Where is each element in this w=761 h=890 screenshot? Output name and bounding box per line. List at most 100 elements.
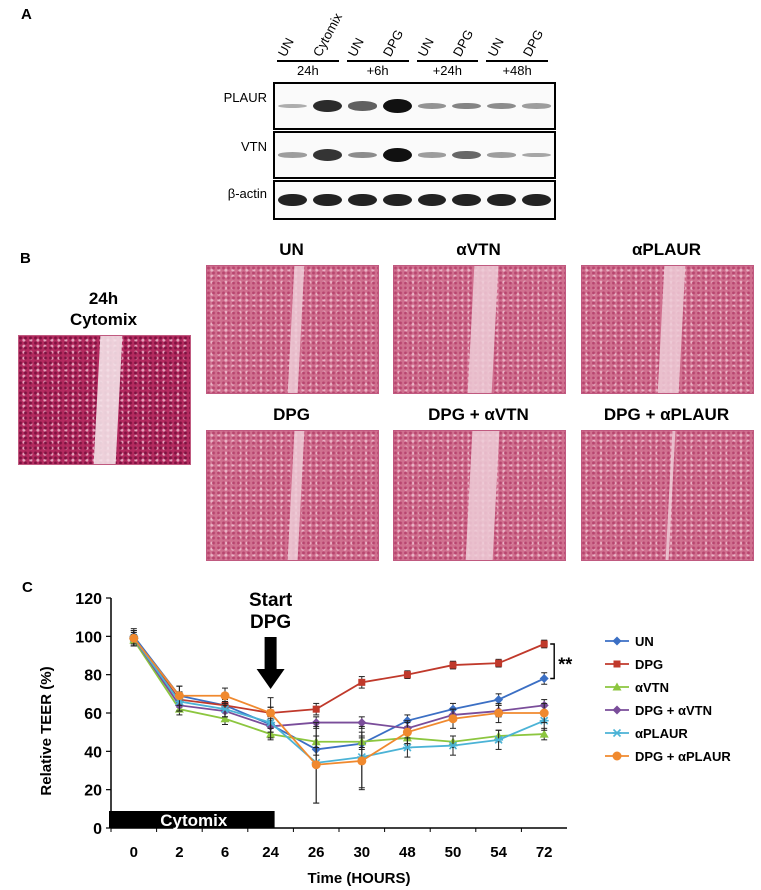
time-group-line [486, 60, 548, 62]
data-point [402, 727, 412, 737]
data-point [129, 633, 139, 643]
scratch-gap [465, 431, 500, 560]
data-point [220, 691, 230, 701]
panel-a-letter: A [21, 6, 32, 23]
lane-label: DPG [449, 27, 477, 59]
time-group-line [346, 60, 409, 62]
blot-band [452, 150, 482, 160]
data-point-stroke [612, 728, 622, 738]
data-point-stroke [220, 705, 230, 714]
x-tick-label: 30 [353, 844, 370, 861]
micrograph [18, 335, 191, 465]
y-tick-label: 60 [84, 706, 102, 723]
legend-entry: UN [605, 634, 654, 649]
legend-label: αVTN [635, 680, 669, 695]
y-tick-label: 100 [75, 629, 102, 646]
legend-label: αPLAUR [635, 726, 688, 741]
data-point [539, 674, 549, 683]
data-point [358, 678, 366, 686]
panel-c-letter: C [22, 579, 33, 596]
start-dpg-label-line1: Start [249, 590, 293, 611]
blot-band [382, 193, 412, 207]
time-group-label: 24h [297, 63, 319, 78]
data-point [311, 760, 321, 770]
series-3 [129, 632, 549, 735]
y-tick-label: 0 [93, 821, 102, 838]
blot-band [452, 102, 482, 110]
series-line [133, 637, 545, 764]
data-point [312, 705, 320, 713]
lane-label: DPG [519, 27, 546, 59]
micrograph-title: αVTN [456, 240, 501, 259]
x-tick-label: 26 [308, 844, 325, 861]
scratch-gap [93, 336, 123, 464]
x-tick-label: 72 [536, 844, 553, 861]
lane-label: UN [414, 35, 437, 59]
blot-band [487, 193, 517, 207]
data-point [449, 661, 457, 669]
scratch-gap [467, 266, 499, 393]
data-point-stroke [448, 741, 458, 750]
lane-label: UN [344, 35, 368, 59]
blot-band [452, 193, 482, 207]
blot-row-label: PLAUR [223, 90, 267, 105]
blot-band [278, 152, 307, 158]
time-group-label: +24h [432, 63, 463, 78]
x-tick-label: 6 [221, 844, 229, 861]
data-point [539, 708, 549, 718]
start-dpg-arrow [256, 637, 285, 689]
blot-band [347, 151, 377, 159]
legend-label: UN [635, 634, 654, 649]
legend-label: DPG + αPLAUR [635, 749, 731, 764]
data-point [612, 682, 622, 691]
blot-band [347, 193, 377, 207]
x-tick-label: 2 [175, 844, 183, 861]
y-axis-title: Relative TEER (%) [38, 666, 55, 795]
data-point [403, 671, 411, 679]
legend-entry: DPG [605, 657, 663, 672]
data-point-stroke [494, 735, 503, 744]
blot-band [312, 99, 342, 113]
scratch-gap [287, 431, 305, 560]
blot-band [417, 193, 447, 207]
data-point [448, 714, 458, 724]
lane-label: DPG [379, 27, 407, 59]
blot-band [278, 103, 307, 109]
legend-entry: DPG + αVTN [605, 703, 712, 718]
series-2 [129, 633, 549, 748]
lane-label: UN [484, 35, 507, 59]
cytomix-bar-label: Cytomix [160, 811, 228, 830]
blot-band [347, 101, 377, 111]
scratch-gap [287, 266, 305, 393]
lane-label: Cytomix [310, 10, 346, 59]
y-tick-label: 120 [75, 591, 102, 608]
data-point [494, 708, 504, 718]
blot-strip [273, 131, 556, 179]
legend-entry: αPLAUR [605, 726, 688, 741]
blot-band [278, 193, 307, 207]
legend-entry: αVTN [605, 680, 669, 695]
series-line [133, 637, 545, 730]
data-point [612, 705, 622, 715]
micrograph-title: DPG + αPLAUR [603, 405, 730, 424]
data-point [357, 756, 367, 766]
x-tick-label: 54 [490, 844, 507, 861]
y-tick-label: 40 [84, 744, 102, 761]
time-group-label: +6h [366, 63, 389, 78]
series-line [133, 639, 545, 743]
data-point [220, 714, 230, 723]
legend-entry: DPG + αPLAUR [605, 749, 731, 764]
data-point [448, 741, 458, 750]
significance-label: ** [558, 654, 572, 674]
micrograph [206, 430, 379, 561]
blot-band [487, 152, 517, 158]
series-line [133, 635, 545, 751]
significance-bracket [550, 643, 555, 680]
micrograph [393, 430, 566, 561]
x-tick-label: 50 [445, 844, 462, 861]
y-tick-label: 80 [84, 668, 102, 685]
blot-band [382, 148, 412, 162]
panel-b-letter: B [20, 250, 31, 267]
scratch-gap [657, 266, 685, 393]
